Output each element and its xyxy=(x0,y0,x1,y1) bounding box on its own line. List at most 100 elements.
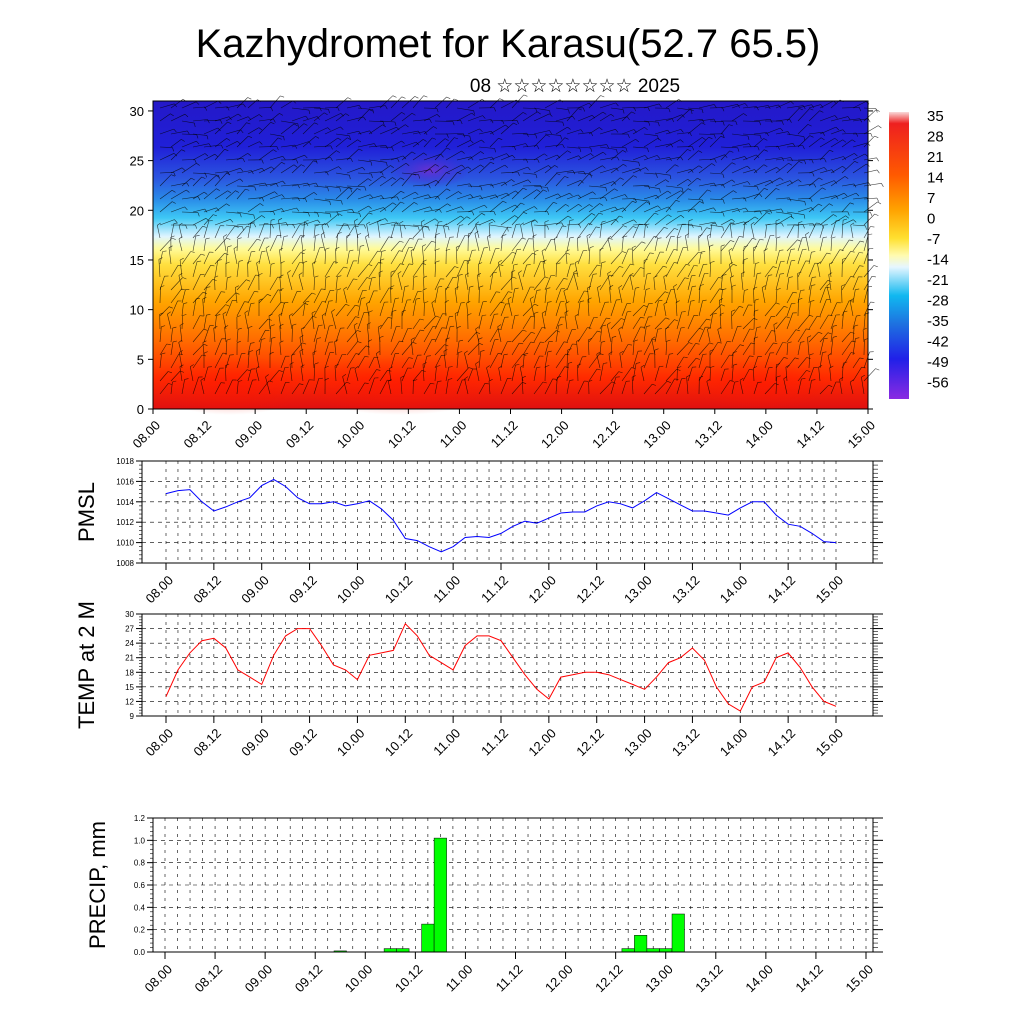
wind-barb xyxy=(731,352,734,369)
wind-barb xyxy=(621,175,634,187)
wind-barb xyxy=(200,380,205,395)
wind-barb xyxy=(464,378,469,395)
wind-barb-flag xyxy=(709,342,714,345)
wind-barb-flag xyxy=(622,150,627,153)
page-subtitle: 08 ☆☆☆☆☆☆☆☆ 2025 xyxy=(470,76,680,97)
wind-barb-flag xyxy=(549,130,552,135)
wind-barb-flag xyxy=(569,219,574,221)
wind-barb-flag xyxy=(653,275,658,278)
wind-barb xyxy=(489,301,501,317)
wind-barb xyxy=(553,238,557,252)
wind-barb-flag xyxy=(460,120,463,125)
wind-barb-flag xyxy=(194,123,196,128)
wind-barb xyxy=(599,181,614,187)
wind-barb-flag xyxy=(787,341,792,344)
wind-barb-flag xyxy=(842,166,846,169)
wind-barb xyxy=(808,187,823,200)
wind-barb-flag xyxy=(587,285,592,289)
wind-barb xyxy=(443,225,447,239)
wind-barb xyxy=(665,341,667,356)
wind-barb-flag xyxy=(172,201,176,204)
wind-barb xyxy=(610,146,626,149)
wind-barb-flag xyxy=(568,361,573,364)
wind-barb-flag xyxy=(513,146,516,151)
wind-barb xyxy=(192,176,202,187)
wind-barb-flag xyxy=(368,212,373,215)
wind-barb-flag xyxy=(859,252,864,254)
wind-barb-flag xyxy=(182,314,187,316)
wind-barb xyxy=(533,327,543,343)
wind-barb xyxy=(335,137,348,148)
wind-barb-flag xyxy=(388,317,393,319)
x-tick-label: 12.00 xyxy=(525,726,559,760)
wind-barb-flag xyxy=(512,155,516,159)
wind-barb-flag xyxy=(308,110,311,115)
wind-barb xyxy=(302,116,318,122)
wind-barb xyxy=(258,107,272,109)
wind-barb-flag xyxy=(574,313,579,317)
wind-barb-flag xyxy=(405,124,409,128)
wind-barb xyxy=(808,331,819,343)
wind-barb xyxy=(852,163,867,174)
colorbar-label: -7 xyxy=(927,231,940,248)
wind-barb-flag xyxy=(841,284,846,287)
wind-barb-flag xyxy=(179,350,183,353)
wind-barb-flag xyxy=(569,236,574,239)
wind-barb xyxy=(742,342,752,356)
colorbar-label: 7 xyxy=(927,190,935,207)
wind-barb xyxy=(685,235,689,252)
wind-barb xyxy=(324,249,326,265)
wind-barb-flag xyxy=(870,133,873,138)
wind-barb xyxy=(797,237,803,252)
wind-barb xyxy=(423,137,433,148)
wind-barb-flag xyxy=(410,337,415,340)
wind-barb-flag xyxy=(382,121,385,126)
wind-barb xyxy=(379,370,388,382)
wind-barb-flag xyxy=(717,342,722,344)
wind-barb-flag xyxy=(514,215,519,218)
colorbar-label: -21 xyxy=(927,272,949,289)
wind-barb xyxy=(258,223,265,239)
wind-barb-flag xyxy=(713,182,717,187)
wind-barb xyxy=(302,122,315,135)
wind-barb-flag xyxy=(536,145,540,150)
wind-barb-flag xyxy=(578,223,581,228)
wind-barb xyxy=(764,145,778,148)
wind-barb xyxy=(489,314,495,330)
wind-barb-flag xyxy=(821,224,824,229)
wind-barb-flag xyxy=(250,342,255,344)
wind-barb-flag xyxy=(357,139,362,143)
wind-barb-flag xyxy=(247,97,252,100)
wind-barb-flag xyxy=(435,248,440,251)
wind-barb xyxy=(258,183,277,187)
wind-barb-flag xyxy=(327,127,331,131)
wind-barb xyxy=(423,195,438,200)
wind-barb xyxy=(621,303,628,317)
wind-barb-flag xyxy=(843,156,847,160)
wind-barb-flag xyxy=(674,164,679,167)
wind-barb xyxy=(808,203,819,213)
wind-barb xyxy=(720,289,723,304)
wind-barb xyxy=(269,95,281,109)
wind-barb xyxy=(533,341,541,356)
wind-barb-flag xyxy=(337,288,342,291)
wind-barb xyxy=(313,145,331,148)
wind-barb-flag xyxy=(834,115,838,119)
wind-barb xyxy=(862,329,865,343)
wind-barb xyxy=(313,107,329,110)
wind-barb-flag xyxy=(766,223,771,226)
wind-barb xyxy=(742,290,745,304)
wind-barb-flag xyxy=(321,313,326,316)
wind-barb xyxy=(786,211,805,215)
wind-barb xyxy=(533,290,538,304)
wind-barb xyxy=(817,263,821,278)
wind-barb-flag xyxy=(731,284,736,287)
wind-barb xyxy=(247,215,262,226)
wind-barb xyxy=(731,382,735,395)
wind-barb xyxy=(728,250,733,265)
wind-barb-flag xyxy=(184,113,189,118)
wind-barb-flag xyxy=(729,150,734,153)
wind-barb xyxy=(808,104,821,109)
wind-barb xyxy=(511,166,528,174)
wind-barb xyxy=(709,183,723,187)
